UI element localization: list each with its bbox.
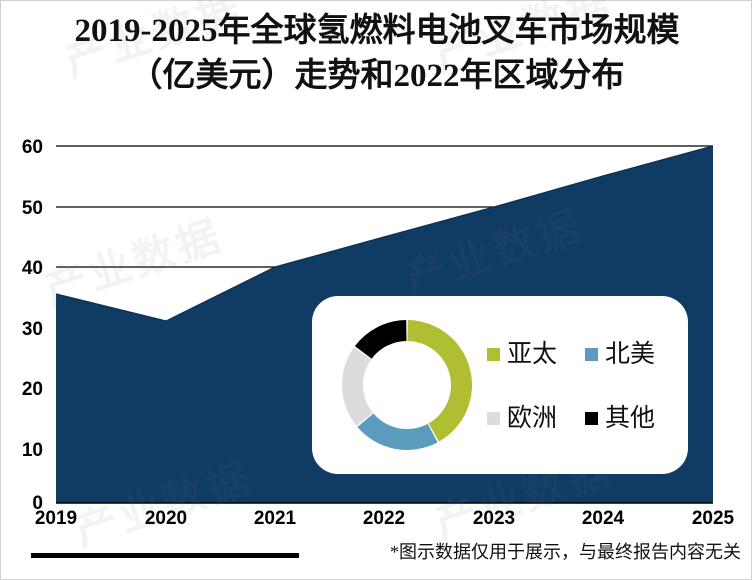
x-axis-tick-label: 2022: [362, 508, 406, 529]
y-axis-tick-label: 50: [21, 198, 43, 219]
title-line-1: 2019-2025年全球氢燃料电池叉车市场规模: [74, 13, 680, 49]
legend-swatch-other: [585, 411, 598, 425]
footer-rule: [31, 553, 299, 558]
legend-item-north-america[interactable]: 北美: [585, 342, 683, 367]
legend-swatch-north-america: [585, 347, 598, 361]
x-axis-tick-label: 2020: [144, 508, 188, 529]
x-axis-tick-label: 2024: [581, 508, 625, 529]
legend-swatch-europe: [487, 411, 500, 425]
legend-item-asia-pacific[interactable]: 亚太: [487, 342, 585, 367]
region-distribution-card: 亚太 北美 欧洲 其他: [312, 296, 688, 474]
legend-label-asia-pacific: 亚太: [507, 340, 558, 368]
legend-swatch-asia-pacific: [487, 347, 500, 361]
donut-legend: 亚太 北美 欧洲 其他: [487, 322, 683, 450]
donut-segment-other[interactable]: [354, 320, 407, 359]
y-axis-tick-label: 40: [21, 258, 43, 279]
donut-segment-europe[interactable]: [342, 347, 373, 426]
title-line-2: （亿美元）走势和2022年区域分布: [129, 58, 625, 94]
legend-label-europe: 欧洲: [507, 404, 558, 432]
donut-segments: [342, 320, 472, 450]
y-axis-tick-label: 30: [21, 319, 43, 340]
x-axis-tick-label: 2021: [253, 508, 297, 529]
legend-item-other[interactable]: 其他: [585, 406, 683, 431]
y-axis-tick-label: 20: [21, 379, 43, 400]
legend-item-europe[interactable]: 欧洲: [487, 406, 585, 431]
x-axis-tick-label: 2025: [691, 508, 735, 529]
donut-segment-asia-pacific[interactable]: [407, 320, 472, 442]
legend-label-north-america: 北美: [605, 340, 656, 368]
y-axis-tick-label: 10: [21, 440, 43, 461]
donut-chart: [342, 320, 472, 450]
y-axis-tick-label: 0: [32, 493, 43, 514]
y-axis-tick-label: 60: [21, 137, 43, 158]
area-series-line: [55, 145, 714, 322]
footer-note: *图示数据仅用于展示，与最终报告内容无关: [390, 542, 741, 562]
donut-segment-north-america[interactable]: [357, 413, 438, 450]
x-axis-tick-label: 2019: [34, 508, 78, 529]
legend-label-other: 其他: [605, 404, 656, 432]
page-title: 2019-2025年全球氢燃料电池叉车市场规模 （亿美元）走势和2022年区域分…: [1, 9, 752, 99]
x-axis-tick-label: 2023: [472, 508, 516, 529]
